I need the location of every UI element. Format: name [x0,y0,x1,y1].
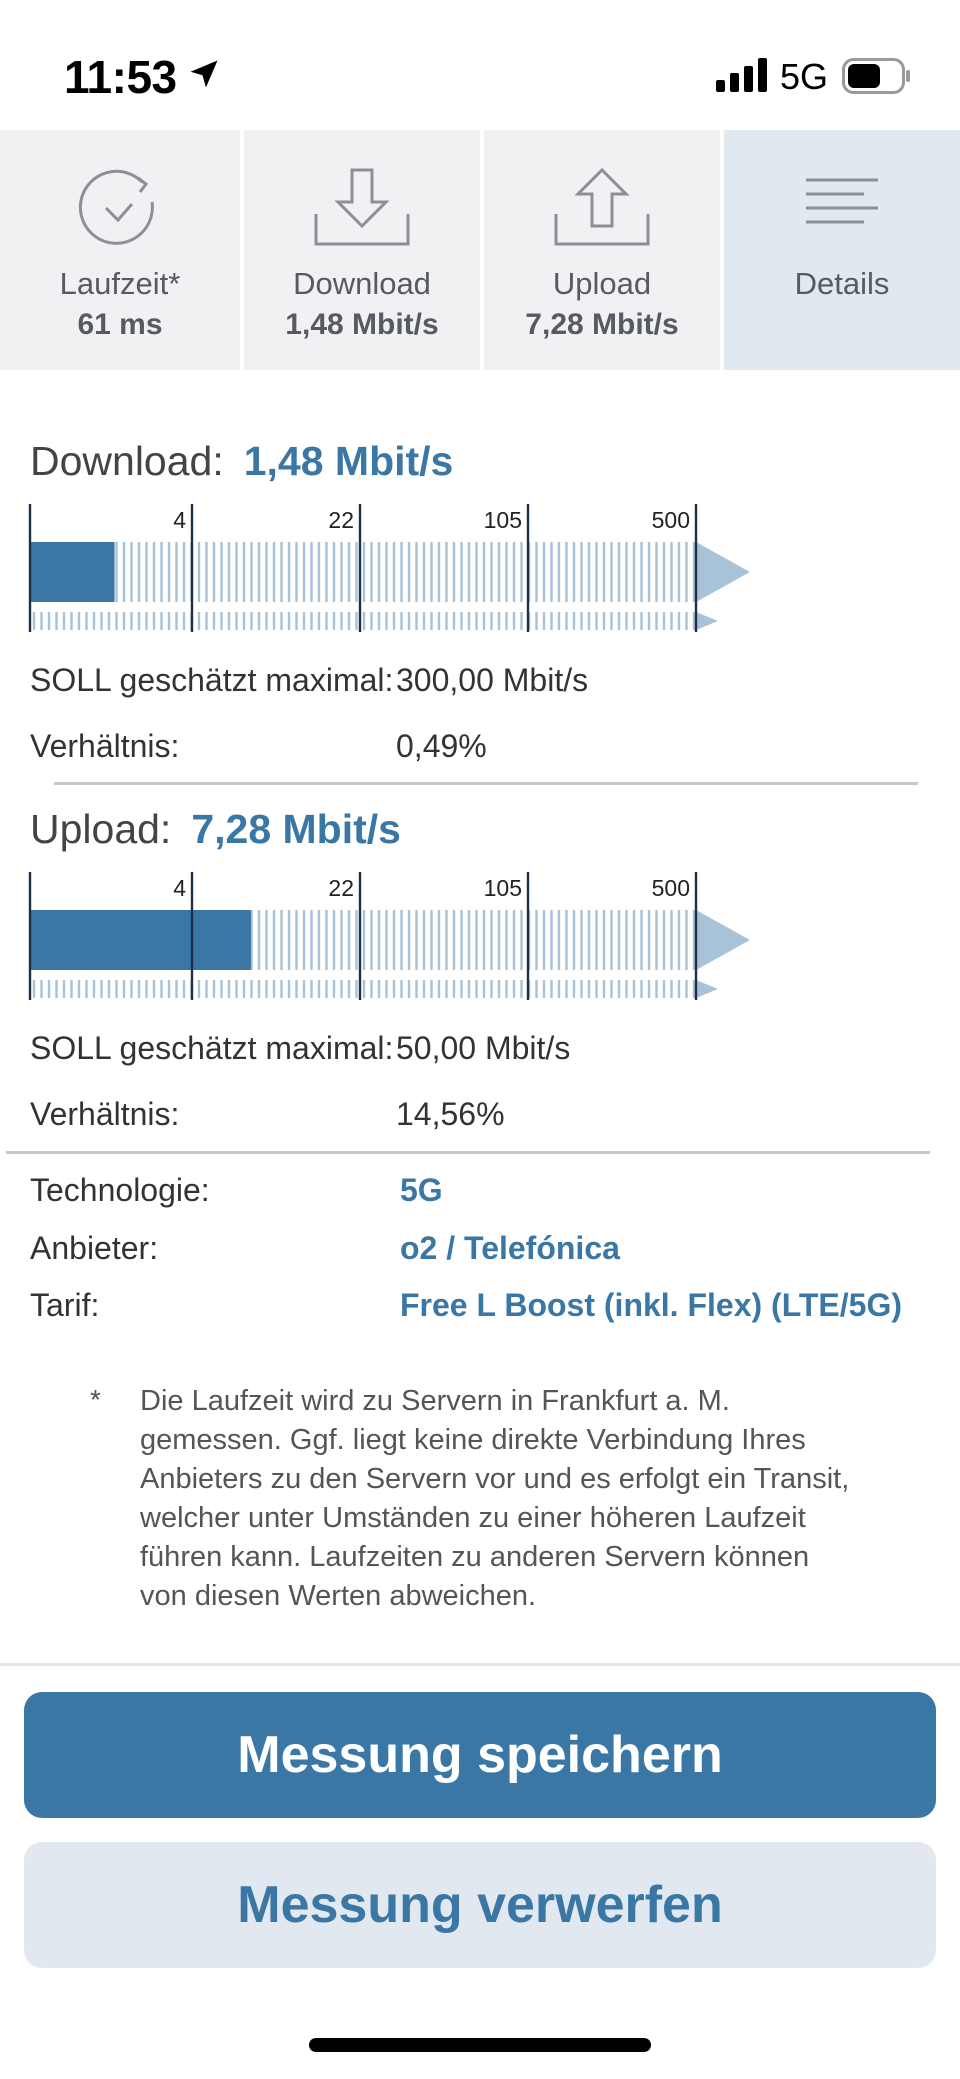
battery-icon [842,58,910,94]
upload-title-label: Upload: [30,806,172,852]
save-measurement-button[interactable]: Messung speichern [24,1692,936,1818]
footnote-line: von diesen Werten abweichen. [140,1580,537,1612]
tab-upload[interactable]: Upload 7,28 Mbit/s [480,130,720,370]
scale-tick-label: 105 [484,875,522,901]
footnote-line: gemessen. Ggf. liegt keine direkte Verbi… [140,1424,806,1456]
download-soll-label: SOLL geschätzt maximal: [30,662,394,698]
divider [6,1151,930,1154]
download-soll-value: 300,00 Mbit/s [396,662,589,698]
technology-value: 5G [400,1172,443,1208]
upload-soll-value: 50,00 Mbit/s [396,1030,571,1066]
footnote-line: Anbieters zu den Servern vor und es erfo… [140,1463,850,1495]
scale-tick-label: 4 [173,875,186,901]
tab-laufzeit[interactable]: Laufzeit* 61 ms [0,130,240,370]
speed-value-bar [30,542,115,602]
gauge-check-icon [78,169,154,245]
location-arrow-icon [190,60,218,88]
tab-upload-label: Upload [552,266,652,301]
home-indicator [309,2038,651,2052]
footnote-line: führen kann. Laufzeiten zu anderen Serve… [140,1541,810,1573]
tariff-value: Free L Boost (inkl. Flex) (LTE/5G) [400,1287,902,1323]
cellular-signal-icon [716,58,767,92]
tab-details[interactable]: Details [720,130,960,370]
download-title-value: 1,48 Mbit/s [243,438,454,484]
tab-laufzeit-label: Laufzeit* [59,266,181,301]
tab-download-label: Download [293,266,431,301]
provider-label: Anbieter: [30,1230,159,1266]
bottom-separator [0,1663,960,1666]
discard-measurement-button[interactable]: Messung verwerfen [24,1842,936,1968]
provider-value: o2 / Telefónica [400,1230,620,1266]
scale-tick-label: 500 [652,875,690,901]
scale-arrow [696,542,750,602]
status-time: 11:53 [64,51,177,103]
details-lines-icon [806,178,878,224]
scale-tick-label: 105 [484,507,522,533]
tab-laufzeit-value: 61 ms [77,308,163,341]
scale-tick-label: 22 [328,507,354,533]
scale-arrow [696,980,718,998]
tariff-label: Tarif: [30,1287,100,1323]
download-ratio-label: Verhältnis: [30,728,180,764]
footnote-text: Die Laufzeit wird zu Servern in Frankfur… [140,1382,860,1616]
download-ratio-value: 0,49% [396,728,487,764]
upload-soll-label: SOLL geschätzt maximal: [30,1030,394,1066]
tab-upload-value: 7,28 Mbit/s [525,308,679,341]
speed-value-bar [30,910,252,970]
divider [54,782,918,785]
scale-arrow [696,910,750,970]
tab-download-value: 1,48 Mbit/s [285,308,439,341]
upload-ratio-label: Verhältnis: [30,1096,180,1132]
technology-label: Technologie: [30,1172,210,1208]
footnote-line: welcher unter Umständen zu einer höheren… [140,1502,806,1534]
download-title-label: Download: [30,438,224,484]
upload-title: Upload: 7,28 Mbit/s [30,806,401,853]
scale-arrow [696,612,718,630]
scale-tick-label: 4 [173,507,186,533]
download-speed-scale: 4 22 105 500 [28,504,750,632]
scale-tick-label: 500 [652,507,690,533]
upload-speed-scale: 4 22 105 500 [28,872,750,1000]
tab-download[interactable]: Download 1,48 Mbit/s [240,130,480,370]
result-tabs: Laufzeit* 61 ms Download 1,48 Mbit/s Upl… [0,130,960,370]
upload-tray-icon [554,167,650,246]
scale-tick-label: 22 [328,875,354,901]
upload-title-value: 7,28 Mbit/s [191,806,401,852]
download-title: Download: 1,48 Mbit/s [30,438,453,485]
status-bar: 11:53 5G [0,0,960,130]
footnote-line: Die Laufzeit wird zu Servern in Frankfur… [140,1385,730,1417]
footnote-marker: * [90,1384,101,1415]
upload-ratio-value: 14,56% [396,1096,505,1132]
download-tray-icon [314,168,410,246]
network-type: 5G [780,56,829,97]
tab-details-label: Details [794,266,890,301]
